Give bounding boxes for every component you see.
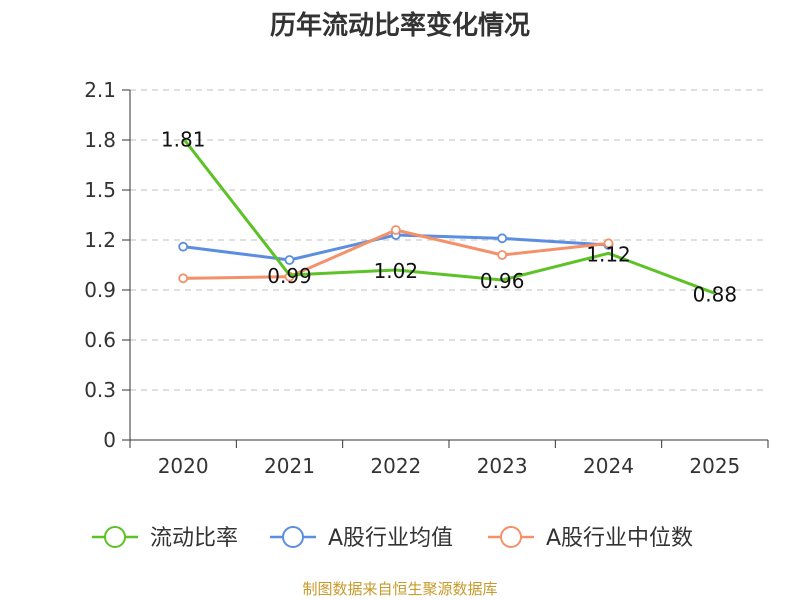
series-point-2	[497, 250, 508, 260]
legend-label: A股行业中位数	[546, 526, 693, 551]
data-label: 1.81	[161, 127, 206, 151]
x-tick-label: 2022	[370, 454, 421, 478]
legend-label: 流动比率	[150, 526, 238, 551]
y-tick-label: 0.9	[84, 278, 116, 302]
source-note: 制图数据来自恒生聚源数据库	[302, 580, 498, 598]
legend-marker-icon	[104, 526, 126, 548]
x-tick-label: 2021	[264, 454, 315, 478]
data-label: 0.99	[267, 264, 312, 288]
legend-label: A股行业均值	[328, 526, 453, 551]
series-point-1	[284, 255, 295, 265]
x-tick-label: 2020	[158, 454, 209, 478]
y-tick-label: 1.8	[84, 128, 116, 152]
data-label: 0.96	[480, 269, 525, 293]
data-label: 1.02	[374, 259, 419, 283]
data-label: 1.12	[586, 242, 631, 266]
x-tick-label: 2025	[689, 454, 740, 478]
legend-marker-icon	[500, 526, 522, 548]
x-tick-label: 2024	[583, 454, 634, 478]
legend-marker-icon	[282, 526, 304, 548]
y-tick-label: 0	[103, 428, 116, 452]
y-tick-label: 1.2	[84, 228, 116, 252]
series-point-2	[390, 225, 401, 235]
y-tick-label: 1.5	[84, 178, 116, 202]
y-tick-label: 0.3	[84, 378, 116, 402]
chart-title: 历年流动比率变化情况	[269, 11, 530, 41]
series-point-1	[497, 233, 508, 244]
series-point-2	[178, 273, 189, 284]
data-label: 0.88	[693, 282, 738, 306]
x-tick-label: 2023	[477, 454, 528, 478]
series-point-2	[603, 238, 614, 249]
y-tick-label: 2.1	[84, 78, 116, 102]
y-tick-label: 0.6	[84, 328, 116, 352]
series-point-1	[178, 241, 189, 252]
series-line-0	[181, 137, 716, 295]
